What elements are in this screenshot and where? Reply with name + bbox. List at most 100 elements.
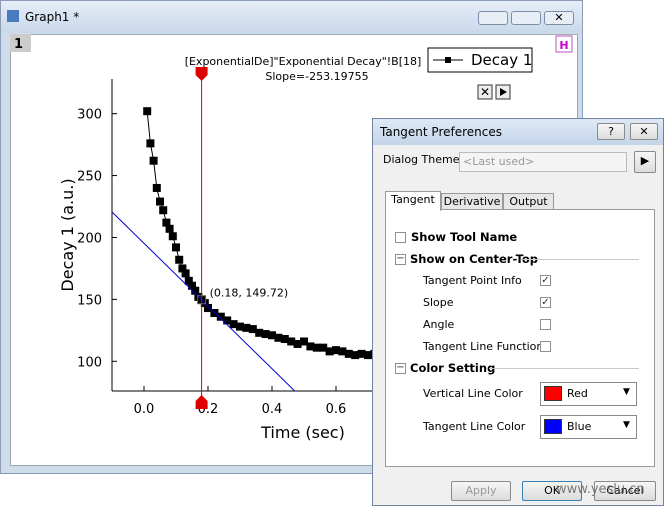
theme-menu-button[interactable]: ▶	[634, 151, 656, 173]
theme-input[interactable]: <Last used>	[459, 152, 627, 172]
checkbox[interactable]: ✓	[540, 297, 551, 308]
hide-label: H	[559, 39, 568, 52]
close-tool-button[interactable]	[477, 84, 493, 100]
tab[interactable]: Tangent	[385, 191, 441, 211]
data-point	[172, 243, 180, 252]
option-label: Tangent Line Color	[423, 420, 526, 433]
checkbox-label: Show Tool Name	[411, 230, 518, 244]
dialog-title: Tangent Preferences	[380, 125, 503, 139]
dialog-button[interactable]: OK	[522, 481, 582, 501]
data-point	[188, 281, 196, 290]
checkbox[interactable]	[540, 319, 551, 330]
group-rule	[521, 259, 639, 260]
data-point	[300, 337, 308, 346]
data-point	[204, 304, 212, 313]
plot-area	[112, 107, 379, 391]
x-tick-label: 0.4	[262, 402, 283, 417]
data-point	[152, 183, 161, 192]
color-name: Blue	[567, 420, 592, 433]
close-button[interactable]: ✕	[544, 11, 574, 25]
data-point	[216, 312, 225, 321]
data-point	[178, 264, 187, 273]
data-point	[236, 322, 244, 331]
close-button[interactable]: ✕	[630, 123, 658, 140]
data-point	[357, 349, 366, 358]
data-point	[159, 206, 168, 215]
data-point	[191, 286, 200, 295]
checkbox[interactable]	[395, 232, 406, 243]
window-title: Graph1 *	[25, 10, 80, 24]
color-name: Red	[567, 387, 588, 400]
app-icon	[7, 10, 19, 22]
data-point	[338, 347, 347, 356]
theme-label: Dialog Theme	[383, 153, 460, 166]
legend-label: Decay 1	[471, 51, 532, 69]
data-point	[287, 337, 296, 346]
data-point	[156, 197, 164, 206]
hide-button[interactable]	[555, 35, 573, 53]
y-axis-label: Decay 1 (a.u.)	[58, 178, 77, 291]
data-point	[293, 339, 302, 348]
layer-tab[interactable]	[10, 34, 31, 52]
data-point	[165, 224, 174, 233]
x-tick-label: 0.6	[326, 402, 347, 417]
data-point	[261, 330, 270, 339]
data-point	[168, 232, 177, 241]
tab[interactable]: Derivative	[441, 193, 503, 210]
slope-label: Slope=-253.19755	[265, 70, 368, 83]
dropdown-arrow: ▼	[623, 420, 630, 430]
group-label: Show on Center-Top	[410, 252, 539, 266]
data-point	[149, 156, 158, 165]
legend-marker	[445, 57, 451, 63]
data-point	[306, 342, 315, 351]
checkbox[interactable]	[540, 341, 551, 352]
data-point	[162, 218, 171, 227]
y-tick-label: 250	[77, 170, 102, 185]
data-point	[184, 276, 193, 285]
data-point	[255, 328, 264, 337]
title-bar: Graph1 * ✕	[1, 1, 582, 33]
option-label: Vertical Line Color	[423, 387, 523, 400]
checkbox[interactable]: ✓	[540, 275, 551, 286]
data-point	[332, 346, 340, 355]
help-button[interactable]: ?	[597, 123, 625, 140]
watermark: www.yeslu.cn	[556, 482, 645, 497]
data-point	[210, 309, 219, 317]
data-point	[312, 343, 321, 352]
dialog: Tangent Preferences ? ✕ Dialog Theme <La…	[372, 118, 664, 506]
x-tick-label: 0.0	[134, 402, 155, 417]
data-point	[344, 349, 353, 358]
data-point	[181, 269, 190, 278]
y-tick-label: 100	[77, 355, 102, 370]
data-point	[319, 343, 328, 352]
option-label: Angle	[423, 318, 455, 331]
dialog-title-bar: Tangent Preferences ? ✕	[373, 119, 663, 145]
y-tick-label: 300	[77, 108, 102, 123]
data-point	[248, 325, 257, 334]
option-label: Slope	[423, 296, 454, 309]
option-label: Tangent Point Info	[423, 274, 522, 287]
collapse-icon[interactable]: −	[395, 253, 406, 265]
dialog-button[interactable]: Apply	[451, 481, 511, 501]
x-axis-label: Time (sec)	[260, 423, 345, 442]
tangent-line	[112, 211, 296, 391]
point-label: (0.18, 149.72)	[210, 287, 289, 300]
data-point	[268, 331, 276, 340]
data-point	[325, 347, 334, 356]
color-swatch	[544, 419, 562, 434]
minimize-button[interactable]	[478, 11, 508, 25]
tangent-point	[197, 295, 207, 305]
restore-button[interactable]	[511, 11, 541, 25]
tab[interactable]: Output	[503, 193, 554, 210]
menu-tool-icon	[500, 88, 507, 96]
color-swatch	[544, 386, 562, 401]
dropdown-arrow: ▼	[623, 387, 630, 397]
group-rule	[489, 368, 639, 369]
y-tick-label: 200	[77, 231, 102, 246]
collapse-icon[interactable]: −	[395, 362, 406, 374]
dialog-button[interactable]: Cancel	[594, 481, 656, 501]
data-point	[364, 351, 372, 360]
data-point	[351, 351, 360, 360]
